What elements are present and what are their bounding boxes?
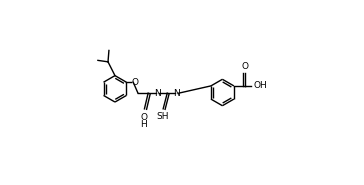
- Text: O: O: [131, 78, 138, 87]
- Text: H: H: [141, 120, 147, 129]
- Text: N: N: [154, 89, 161, 98]
- Text: O: O: [141, 113, 147, 122]
- Text: O: O: [242, 62, 249, 71]
- Text: N: N: [173, 89, 180, 98]
- Text: OH: OH: [253, 81, 267, 90]
- Text: SH: SH: [157, 112, 169, 121]
